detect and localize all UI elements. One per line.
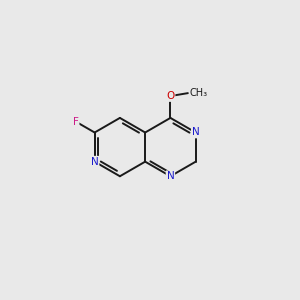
Text: CH₃: CH₃ — [189, 88, 208, 98]
Text: N: N — [91, 157, 98, 167]
Text: F: F — [73, 117, 79, 127]
Text: N: N — [192, 128, 200, 137]
Text: N: N — [167, 171, 174, 181]
Text: O: O — [166, 91, 175, 101]
